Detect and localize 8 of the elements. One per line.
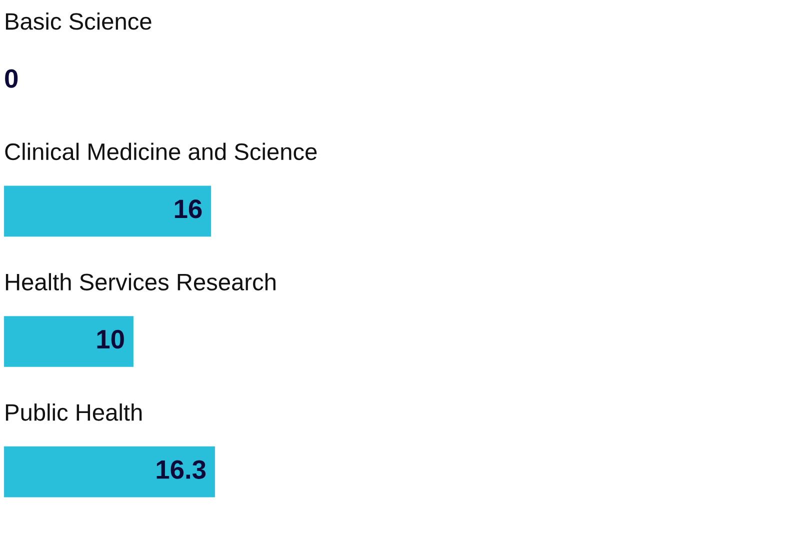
data-label: 16 [174,200,202,218]
data-label: 0 [5,69,18,88]
y-tick-label: Health Services Research [6,273,276,290]
data-label: 16.3 [156,460,206,479]
y-tick-label: Basic Science [6,12,152,30]
y-tick-label: Public Health [6,403,142,421]
data-label: 10 [97,330,124,349]
y-tick-label: Clinical Medicine and Science [5,142,317,160]
